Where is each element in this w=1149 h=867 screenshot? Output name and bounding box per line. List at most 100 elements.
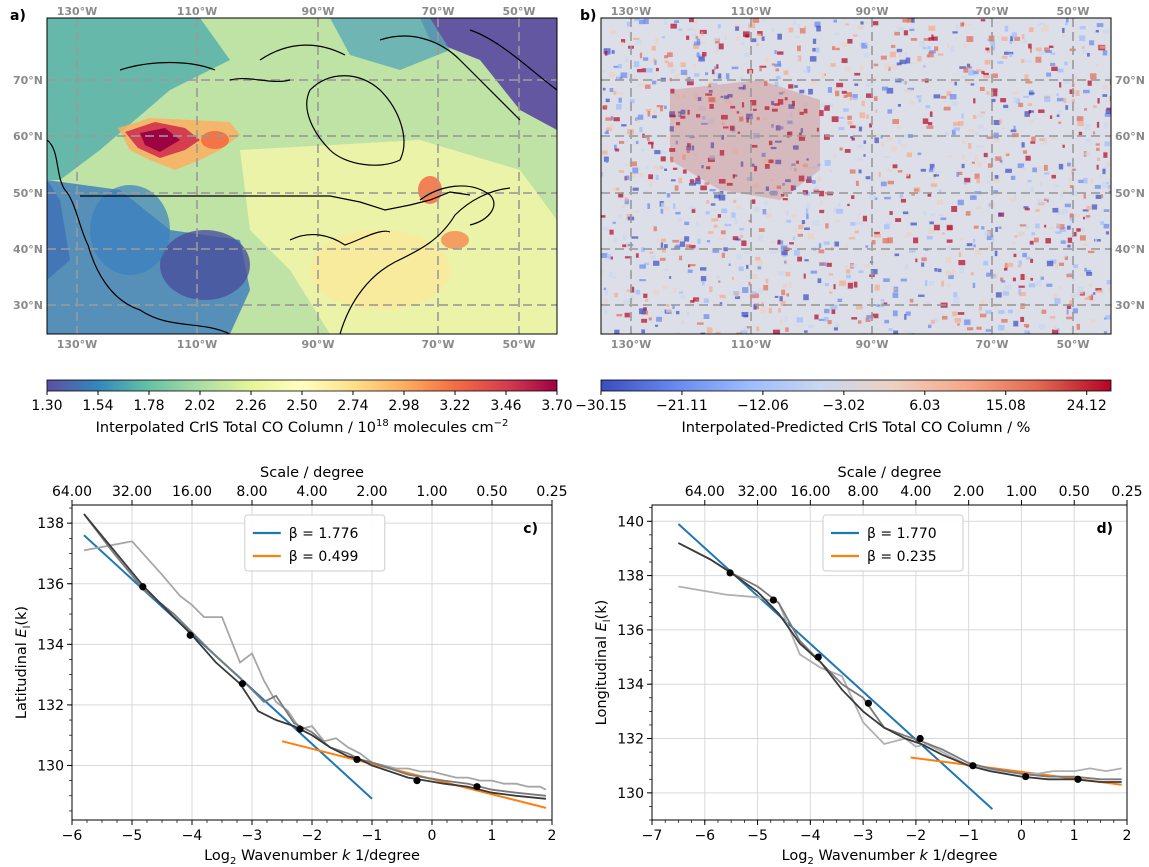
top-tick-label: 4.00 [900,484,931,500]
lon-tick-bottom: 50°W [503,338,536,351]
map-b-frame [600,17,1112,335]
colorbar-tick-label: −30.15 [575,398,627,414]
panel-label-b: b) [580,8,596,24]
lon-tick-bottom: 130°W [57,338,98,351]
y-tick-label: 136 [617,623,644,639]
data-point [296,725,304,733]
top-tick-label: 0.50 [476,484,507,500]
colorbar-a-bar [46,379,558,392]
top-tick-label: 1.00 [1006,484,1037,500]
x-tick-label: −1 [362,828,383,844]
spectrum-line [677,542,1122,781]
y-axis-label: Longitudinal El(k) [594,600,613,726]
legend-entry: β = 1.776 [289,526,359,542]
map-a-graticule [47,18,557,334]
data-point [238,680,246,688]
colorbar-tick-label: 2.98 [388,398,419,414]
colorbar-a-label: Interpolated CrIS Total CO Column / 1018… [96,418,509,436]
top-tick-label: 16.00 [172,484,212,500]
x-tick-label: −5 [122,828,143,844]
legend: β = 1.776 β = 0.499 [244,514,386,572]
lon-tick-top: 130°W [57,5,98,18]
colorbar-tick-label: 3.70 [541,398,572,414]
lon-tick-top: 70°W [422,5,455,18]
data-point [1022,772,1030,781]
colorbar-tick-label: 15.08 [986,398,1026,414]
colorbar-tick-label: 2.02 [184,398,215,414]
lon-tick-bottom: 110°W [731,338,772,351]
map-panel-a: a) 130°W 130°W 110°W 110°W 90°W 90°W 70°W 70°W 5… [10,5,558,351]
fit-line [281,740,547,809]
top-tick-label: 32.00 [112,484,152,500]
top-tick-label: 8.00 [848,484,879,500]
map-a-ticks: 130°W 130°W 110°W 110°W 90°W 90°W 70°W 70°W 50°W… [13,5,535,351]
spectrum-line [678,585,1122,775]
lon-tick-top: 90°W [302,5,335,18]
x-tick-label: 0 [1017,828,1026,844]
top-tick-label: 0.25 [536,484,567,500]
spectrum-line [83,540,547,791]
lon-tick-top: 50°W [1057,5,1090,18]
y-tick-label: 130 [617,786,644,802]
y-tick-label: 140 [617,514,644,530]
lon-tick-top: 50°W [503,5,536,18]
legend-entry: β = 1.770 [867,526,937,542]
lon-tick-bottom: 90°W [302,338,335,351]
map-a-frame [46,17,558,335]
x-tick-label: 0 [428,828,437,844]
data-point [353,755,361,764]
x-tick-label: −3 [853,828,874,844]
lon-tick-bottom: 130°W [611,338,652,351]
lon-tick-bottom: 110°W [177,338,218,351]
map-panel-b: b) 130°W 130°W 110°W 110°W 90°W 90°W 70°W 70°W 5… [580,5,1145,351]
panel-label: d) [1097,521,1113,537]
colorbar-tick-label: 2.50 [286,398,317,414]
lat-tick-right: 40°N [1115,243,1145,256]
colorbar-tick-label: 3.46 [490,398,521,414]
colorbar-tick-label: 1.30 [31,398,62,414]
top-tick-label: 16.00 [790,484,830,500]
data-point [969,762,977,770]
top-tick-label: 64.00 [685,484,725,500]
y-tick-label: 136 [37,577,64,593]
map-a-coastline [47,29,557,334]
lon-tick-bottom: 50°W [1057,338,1090,351]
x-axis-label: Log2 Wavenumber k 1/degree [204,848,420,867]
top-axis-label: Scale / degree [838,465,942,481]
x-tick-label: 2 [548,828,557,844]
data-point [864,699,872,707]
lat-tick-right: 60°N [1115,130,1145,143]
lon-tick-top: 110°W [731,5,772,18]
data-point [413,777,421,785]
x-tick-label: −5 [747,828,768,844]
data-point [186,631,194,639]
x-tick-label: −4 [800,828,821,844]
y-tick-label: 138 [617,569,644,585]
x-tick-label: −4 [182,828,203,844]
colorbar-tick-label: 24.12 [1067,398,1107,414]
colorbar-tick-label: 1.78 [133,398,164,414]
x-tick-label: −7 [642,828,663,844]
lat-tick-left: 30°N [13,299,43,312]
data-point [1074,775,1082,783]
map-b-graticule [601,18,1111,334]
data-point [814,653,822,661]
lat-tick-left: 60°N [13,130,43,143]
colorbar-b-bar [600,379,1112,392]
x-tick-label: 2 [1123,828,1132,844]
y-tick-label: 138 [37,516,64,532]
x-tick-label: 1 [1070,828,1079,844]
y-tick-label: 132 [617,732,644,748]
data-point [916,734,924,743]
top-tick-label: 4.00 [296,484,327,500]
colorbar-tick-label: −3.02 [822,398,865,414]
lat-tick-right: 70°N [1115,74,1145,87]
map-b-field [601,18,1111,334]
x-tick-label: −3 [242,828,263,844]
colorbar-tick-label: 6.03 [909,398,940,414]
legend-entry: β = 0.499 [289,549,359,565]
panel-label-a: a) [10,8,26,24]
y-tick-label: 132 [37,698,64,714]
top-tick-label: 1.00 [416,484,447,500]
x-tick-label: −6 [62,828,83,844]
